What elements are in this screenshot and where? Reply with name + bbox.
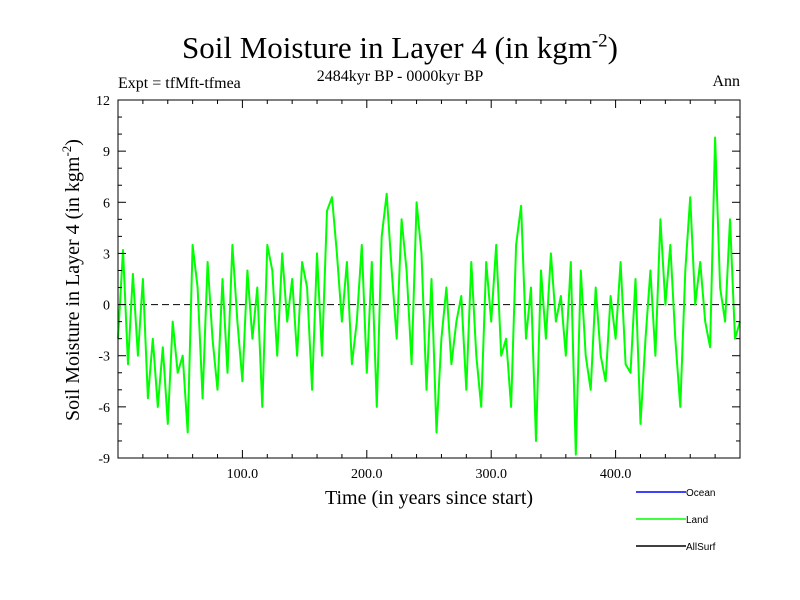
chart-subtitle: 2484kyr BP - 0000kyr BP xyxy=(316,68,484,85)
chart-title-superscript: -2 xyxy=(591,30,608,52)
y-tick-label: -9 xyxy=(98,452,110,467)
y-tick-label: -6 xyxy=(98,401,110,416)
series-line-land xyxy=(117,136,741,456)
y-tick-label: 0 xyxy=(103,299,110,314)
y-tick-label: 3 xyxy=(103,247,110,262)
chart-title: Soil Moisture in Layer 4 (in kgm-2) xyxy=(0,30,800,66)
x-tick-label: 300.0 xyxy=(475,467,507,482)
y-axis-label-text: Soil Moisture in Layer 4 (in kgm xyxy=(61,156,84,421)
y-axis-label: Soil Moisture in Layer 4 (in kgm-2) xyxy=(59,139,85,421)
y-axis-label-tail: ) xyxy=(61,139,84,146)
plot-frame xyxy=(117,99,741,459)
x-tick-label: 200.0 xyxy=(351,467,383,482)
experiment-label: Expt = tfMft-tfmea xyxy=(118,75,241,92)
season-label: Ann xyxy=(712,73,740,90)
axes: -9 -6 -3 0 3 6 9 12 100.0 200.0 300.0 400.0 xyxy=(96,94,741,482)
series-layer xyxy=(117,136,741,456)
chart-title-text: Soil Moisture in Layer 4 (in kgm xyxy=(182,30,592,65)
y-tick-label: -3 xyxy=(98,350,110,365)
y-tick-label: 9 xyxy=(103,145,110,160)
x-tick-label: 100.0 xyxy=(227,467,259,482)
x-axis-label: Time (in years since start) xyxy=(324,487,534,509)
y-tick-label: 12 xyxy=(96,94,110,109)
x-tick-label: 400.0 xyxy=(600,467,632,482)
y-tick-label: 6 xyxy=(103,196,110,211)
legend-label-allsurf: AllSurf xyxy=(686,542,716,553)
y-axis-label-superscript: -2 xyxy=(59,145,75,157)
chart-title-tail: ) xyxy=(607,30,618,65)
legend-label-ocean: Ocean xyxy=(686,488,715,499)
legend: Ocean Land AllSurf xyxy=(636,488,716,553)
legend-label-land: Land xyxy=(686,515,708,526)
